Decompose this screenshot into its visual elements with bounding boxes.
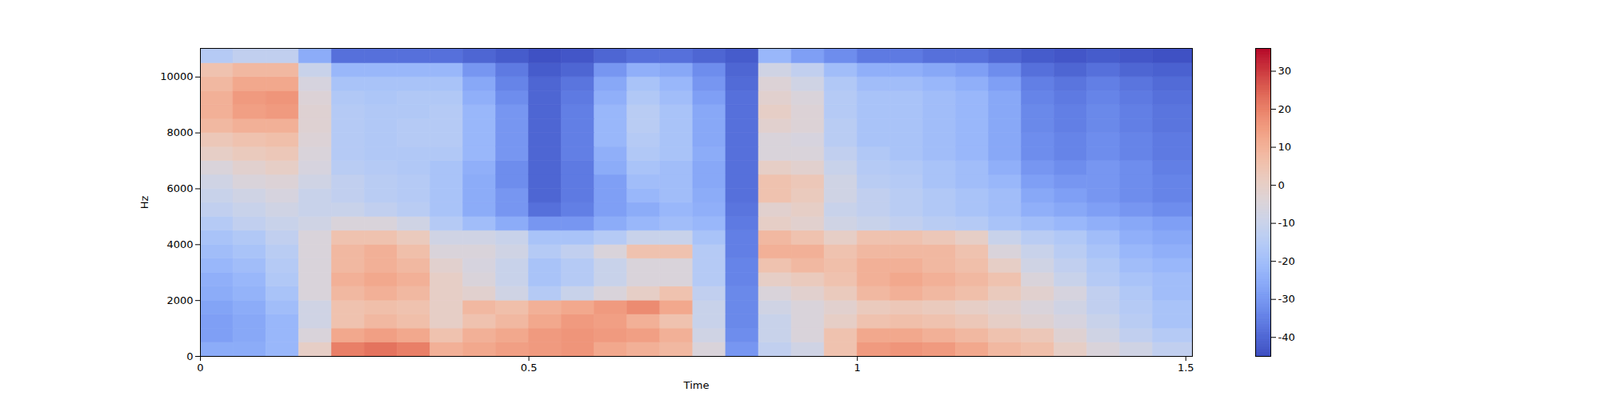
svg-text:-40: -40 — [1278, 331, 1296, 344]
svg-text:-30: -30 — [1278, 292, 1296, 305]
svg-text:2000: 2000 — [166, 294, 193, 307]
svg-text:20: 20 — [1278, 103, 1292, 116]
svg-text:Time: Time — [683, 379, 710, 392]
svg-text:8000: 8000 — [166, 126, 193, 139]
svg-text:1: 1 — [854, 361, 861, 374]
svg-text:10: 10 — [1278, 140, 1292, 153]
svg-text:-20: -20 — [1278, 255, 1296, 268]
svg-text:0: 0 — [196, 361, 204, 374]
svg-text:10000: 10000 — [160, 70, 193, 83]
svg-text:30: 30 — [1278, 64, 1292, 77]
svg-text:6000: 6000 — [166, 182, 193, 195]
svg-text:0: 0 — [186, 350, 193, 363]
svg-text:0: 0 — [1278, 179, 1285, 192]
svg-text:-10: -10 — [1278, 216, 1296, 229]
svg-text:0.5: 0.5 — [520, 361, 538, 374]
svg-text:1.5: 1.5 — [1177, 361, 1195, 374]
svg-text:Hz: Hz — [138, 196, 151, 210]
svg-text:4000: 4000 — [166, 238, 193, 251]
